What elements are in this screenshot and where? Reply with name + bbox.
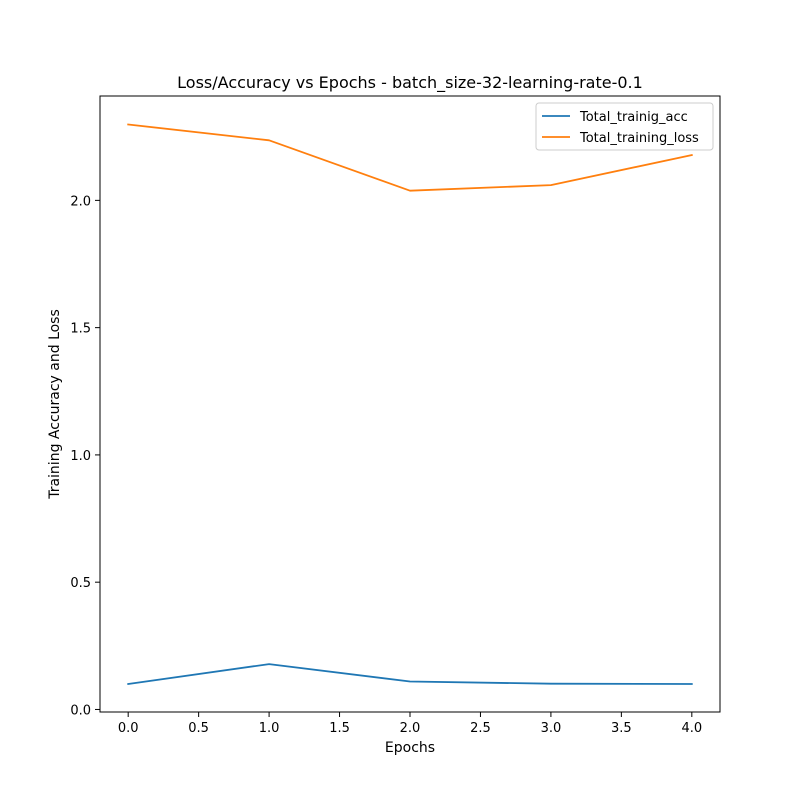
legend-label: Total_trainig_acc (579, 110, 688, 125)
x-tick-label: 0.0 (118, 721, 139, 736)
x-tick-label: 1.0 (259, 721, 280, 736)
y-tick-label: 1.0 (70, 449, 91, 464)
y-tick-label: 2.0 (70, 194, 91, 209)
series-line-loss (127, 123, 693, 192)
x-tick-label: 2.5 (470, 721, 491, 736)
legend: Total_trainig_acc Total_training_loss (535, 102, 714, 151)
legend-box (535, 102, 714, 151)
x-tick-label: 3.0 (541, 721, 562, 736)
chart-title: Loss/Accuracy vs Epochs - batch_size-32-… (177, 73, 643, 93)
x-tick-label: 0.5 (188, 721, 209, 736)
x-tick-label: 3.5 (611, 721, 632, 736)
y-tick-label: 0.0 (70, 703, 91, 718)
y-tick-label: 1.5 (70, 322, 91, 337)
y-tick-label: 0.5 (70, 576, 91, 591)
x-axis: 0.0 0.5 1.0 1.5 2.0 2.5 3.0 3.5 4.0 (118, 712, 702, 736)
x-tick-label: 1.5 (329, 721, 350, 736)
legend-label: Total_training_loss (579, 131, 699, 146)
x-tick-label: 2.0 (400, 721, 421, 736)
y-axis-label: Training Accuracy and Loss (47, 309, 63, 500)
series-line-accuracy (127, 663, 693, 686)
x-axis-label: Epochs (385, 740, 435, 756)
y-axis: 0.0 0.5 1.0 1.5 2.0 (70, 194, 100, 718)
series-layer (127, 123, 693, 686)
x-tick-label: 4.0 (681, 721, 702, 736)
